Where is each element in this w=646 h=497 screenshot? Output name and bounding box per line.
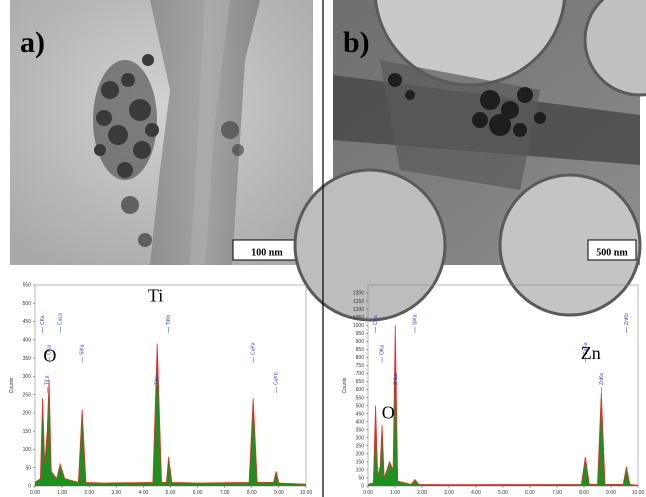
- y-tick-label: 650: [356, 379, 365, 385]
- peak-label: OKa: [47, 345, 53, 355]
- scale-bar-label: 500 nm: [596, 247, 628, 258]
- x-tick-label: 9.00: [274, 490, 284, 496]
- y-tick-label: 1050: [353, 315, 364, 321]
- x-tick-label: 2.00: [417, 490, 427, 496]
- x-tick-label: 0.00: [363, 490, 373, 496]
- tem-image-b: [293, 0, 646, 322]
- scale-bar-label: 100 nm: [251, 247, 283, 258]
- x-tick-label: 3.00: [444, 490, 454, 496]
- x-tick-label: 7.00: [220, 490, 230, 496]
- x-tick-label: 8.00: [247, 490, 257, 496]
- x-tick-label: 0.00: [30, 490, 40, 496]
- x-tick-label: 4.00: [471, 490, 481, 496]
- y-tick-label: 950: [356, 331, 365, 337]
- y-tick-label: 800: [356, 355, 365, 361]
- peak-label: TiKb: [166, 315, 172, 325]
- x-tick-label: 9.00: [606, 490, 616, 496]
- peak-label: TiKa: [155, 375, 161, 385]
- x-tick-label: 7.00: [552, 490, 562, 496]
- y-tick-label: 350: [356, 427, 365, 433]
- y-tick-label: 550: [356, 395, 365, 401]
- y-tick-label: 250: [23, 392, 32, 398]
- element-annotation: O: [382, 402, 395, 422]
- y-tick-label: 150: [356, 460, 365, 466]
- y-tick-label: 400: [23, 338, 32, 344]
- y-tick-label: 300: [23, 374, 32, 380]
- x-tick-label: 10.00: [632, 490, 645, 496]
- peak-label: SiKa: [80, 344, 86, 355]
- y-tick-label: 0: [361, 484, 364, 490]
- element-annotation: O: [43, 346, 56, 366]
- y-tick-label: 50: [25, 465, 31, 471]
- tem-image-a: [10, 0, 313, 265]
- y-tick-label: 700: [356, 371, 365, 377]
- y-tick-label: 1000: [353, 323, 364, 329]
- spectrum-area: [368, 325, 638, 486]
- y-tick-label: 900: [356, 339, 365, 345]
- panel-label: b): [343, 26, 370, 59]
- x-tick-label: 10.00: [300, 490, 313, 496]
- y-axis-label: Counts: [9, 377, 15, 393]
- peak-label: CuLa: [58, 313, 64, 325]
- peak-label: OKa: [380, 345, 386, 355]
- peak-label: ZnKb: [624, 313, 630, 325]
- x-tick-label: 5.00: [498, 490, 508, 496]
- y-tick-label: 850: [356, 347, 365, 353]
- peak-label: CuKa: [251, 342, 257, 355]
- plot-area: [367, 284, 639, 487]
- y-tick-label: 350: [23, 356, 32, 362]
- spectrum-line: [34, 343, 307, 485]
- y-tick-label: 400: [356, 419, 365, 425]
- y-tick-label: 100: [23, 447, 32, 453]
- y-tick-label: 100: [356, 468, 365, 474]
- element-annotation: Zn: [581, 343, 601, 363]
- y-tick-label: 200: [356, 452, 365, 458]
- y-tick-label: 450: [356, 411, 365, 417]
- y-tick-label: 50: [358, 476, 364, 482]
- x-tick-label: 1.00: [390, 490, 400, 496]
- peak-label: TiLa: [45, 375, 51, 385]
- y-tick-label: 250: [356, 444, 365, 450]
- element-annotation: Ti: [148, 285, 163, 305]
- y-tick-label: 550: [23, 283, 32, 289]
- y-tick-label: 500: [356, 403, 365, 409]
- y-axis-label: Counts: [342, 377, 348, 393]
- x-tick-label: 4.00: [139, 490, 149, 496]
- y-tick-label: 750: [356, 363, 365, 369]
- spectrum-line: [367, 325, 639, 486]
- peak-label: CKa: [373, 315, 379, 325]
- peak-label: CuKb: [274, 372, 280, 385]
- y-tick-label: 1150: [353, 299, 364, 305]
- y-tick-label: 600: [356, 387, 365, 393]
- panel-label: a): [20, 26, 45, 59]
- y-tick-label: 150: [23, 429, 32, 435]
- y-tick-label: 0: [28, 484, 31, 490]
- y-tick-label: 1100: [353, 307, 364, 313]
- peak-label: ZnLa: [393, 373, 399, 385]
- x-tick-label: 2.00: [84, 490, 94, 496]
- y-tick-label: 300: [356, 435, 365, 441]
- peak-label: CKa: [40, 315, 46, 325]
- x-tick-label: 8.00: [579, 490, 589, 496]
- x-tick-label: 6.00: [525, 490, 535, 496]
- peak-label: SiKa: [412, 314, 418, 325]
- peak-label: ZnKa: [599, 373, 605, 385]
- peak-label: CuKa: [583, 342, 589, 355]
- y-tick-label: 500: [23, 301, 32, 307]
- x-tick-label: 6.00: [193, 490, 203, 496]
- y-tick-label: 450: [23, 319, 32, 325]
- x-tick-label: 1.00: [57, 490, 67, 496]
- x-tick-label: 3.00: [111, 490, 121, 496]
- y-tick-label: 200: [23, 411, 32, 417]
- x-tick-label: 5.00: [166, 490, 176, 496]
- spectrum-area: [35, 343, 306, 486]
- y-tick-label: 1200: [353, 291, 364, 297]
